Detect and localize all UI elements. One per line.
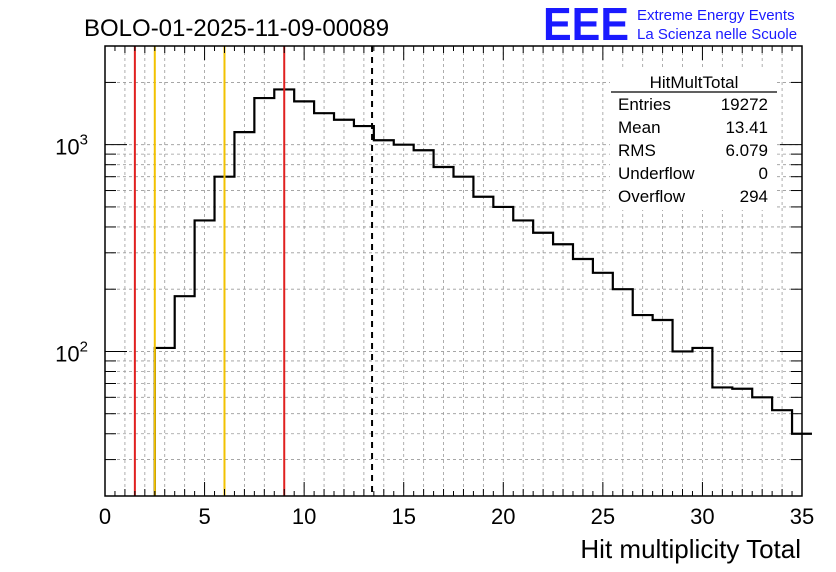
stats-row-label: Overflow <box>618 187 686 206</box>
histogram-bin <box>513 220 533 496</box>
eee-logo: EEE Extreme Energy Events La Scienza nel… <box>543 0 797 50</box>
histogram-bin <box>633 315 653 496</box>
y-tick-label: 103 <box>55 132 88 160</box>
histogram-bin <box>653 320 673 496</box>
stats-row-value: 6.079 <box>725 141 768 160</box>
histogram-bin <box>374 140 394 496</box>
histogram-bin <box>573 259 593 496</box>
x-tick-label: 5 <box>198 504 210 529</box>
y-tick-label-exponent: 2 <box>80 338 88 355</box>
x-axis-title: Hit multiplicity Total <box>580 534 801 564</box>
stats-box-background <box>610 70 776 210</box>
stats-row-value: 0 <box>759 164 768 183</box>
histogram-bin <box>175 296 195 496</box>
x-tick-label: 10 <box>292 504 316 529</box>
histogram-bin <box>473 197 493 496</box>
y-tick-label-base: 10 <box>55 341 79 366</box>
histogram-bin <box>314 113 334 496</box>
reference-lines <box>133 46 374 496</box>
eee-logo-text: EEE <box>543 0 629 50</box>
stats-rows: Entries 19272 Mean 13.41 RMS 6.079 Underflow 0 O… <box>618 95 768 206</box>
y-tick-label-base: 10 <box>55 135 79 160</box>
histogram-bin <box>394 145 414 496</box>
histogram-bin <box>613 289 633 496</box>
histogram-bin <box>692 348 712 496</box>
logo-line-1: Extreme Energy Events <box>637 7 795 24</box>
histogram-bin <box>772 410 792 496</box>
stats-row-value: 13.41 <box>725 118 768 137</box>
histogram-bin <box>712 387 732 496</box>
x-tick-label: 30 <box>690 504 714 529</box>
stats-row-value: 294 <box>740 187 768 206</box>
stats-row-label: RMS <box>618 141 656 160</box>
run-title: BOLO-01-2025-11-09-00089 <box>84 15 389 42</box>
y-tick-label: 102 <box>55 338 88 366</box>
x-tick-label: 0 <box>99 504 111 529</box>
histogram-bin <box>334 120 354 496</box>
histogram-bin <box>234 132 254 496</box>
grid-layer <box>104 45 803 497</box>
histogram-bin <box>254 98 274 496</box>
histogram-bin <box>593 273 613 496</box>
x-tick-label: 25 <box>591 504 615 529</box>
stats-box: HitMultTotal Entries 19272 Mean 13.41 RMS 6.0… <box>610 70 777 210</box>
stats-box-title: HitMultTotal <box>650 73 739 92</box>
histogram-bin <box>414 150 434 496</box>
y-tick-label-exponent: 3 <box>80 132 88 149</box>
histogram-bin <box>493 207 513 496</box>
x-tick-label: 35 <box>790 504 814 529</box>
histogram-bin <box>732 389 752 496</box>
histogram-bin <box>354 126 374 496</box>
histogram-outline <box>153 88 812 496</box>
histogram-bin <box>454 177 474 496</box>
stats-row-value: 19272 <box>721 95 768 114</box>
histogram-bin <box>533 233 553 496</box>
stats-row-label: Underflow <box>618 164 695 183</box>
histogram-bin <box>553 244 573 496</box>
stats-row-label: Entries <box>618 95 671 114</box>
x-tick-label: 20 <box>491 504 515 529</box>
x-tick-label: 15 <box>391 504 415 529</box>
histogram-bin <box>294 101 314 496</box>
stats-row-label: Mean <box>618 118 661 137</box>
histogram-bin <box>434 167 454 496</box>
logo-line-2: La Scienza nelle Scuole <box>637 26 797 43</box>
data-layer <box>153 88 812 496</box>
histogram-bin <box>195 220 215 496</box>
histogram-bin <box>673 351 693 496</box>
histogram-bin <box>155 348 175 496</box>
histogram-bin <box>752 397 772 496</box>
